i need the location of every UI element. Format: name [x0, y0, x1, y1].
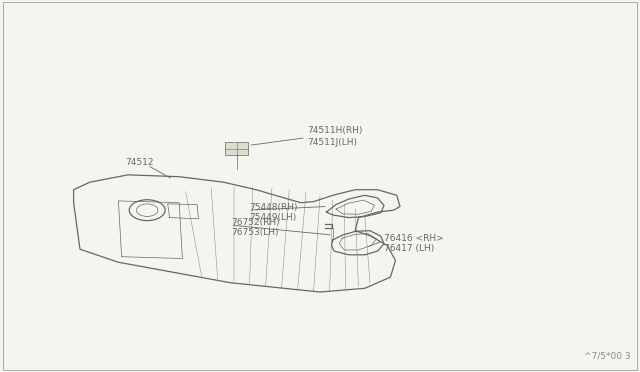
Text: 75449(LH): 75449(LH) — [250, 214, 297, 222]
Text: 75448(RH): 75448(RH) — [250, 203, 298, 212]
Text: ^7/5*00 3: ^7/5*00 3 — [584, 352, 630, 361]
Text: 76416 <RH>: 76416 <RH> — [384, 234, 444, 243]
Text: 76417 (LH): 76417 (LH) — [384, 244, 435, 253]
Text: 74512: 74512 — [125, 158, 154, 167]
Text: 74511J(LH): 74511J(LH) — [307, 138, 357, 147]
Polygon shape — [225, 142, 248, 155]
Text: 76753(LH): 76753(LH) — [232, 228, 279, 237]
Text: 74511H(RH): 74511H(RH) — [307, 126, 363, 135]
Text: 76752(RH): 76752(RH) — [232, 218, 280, 227]
